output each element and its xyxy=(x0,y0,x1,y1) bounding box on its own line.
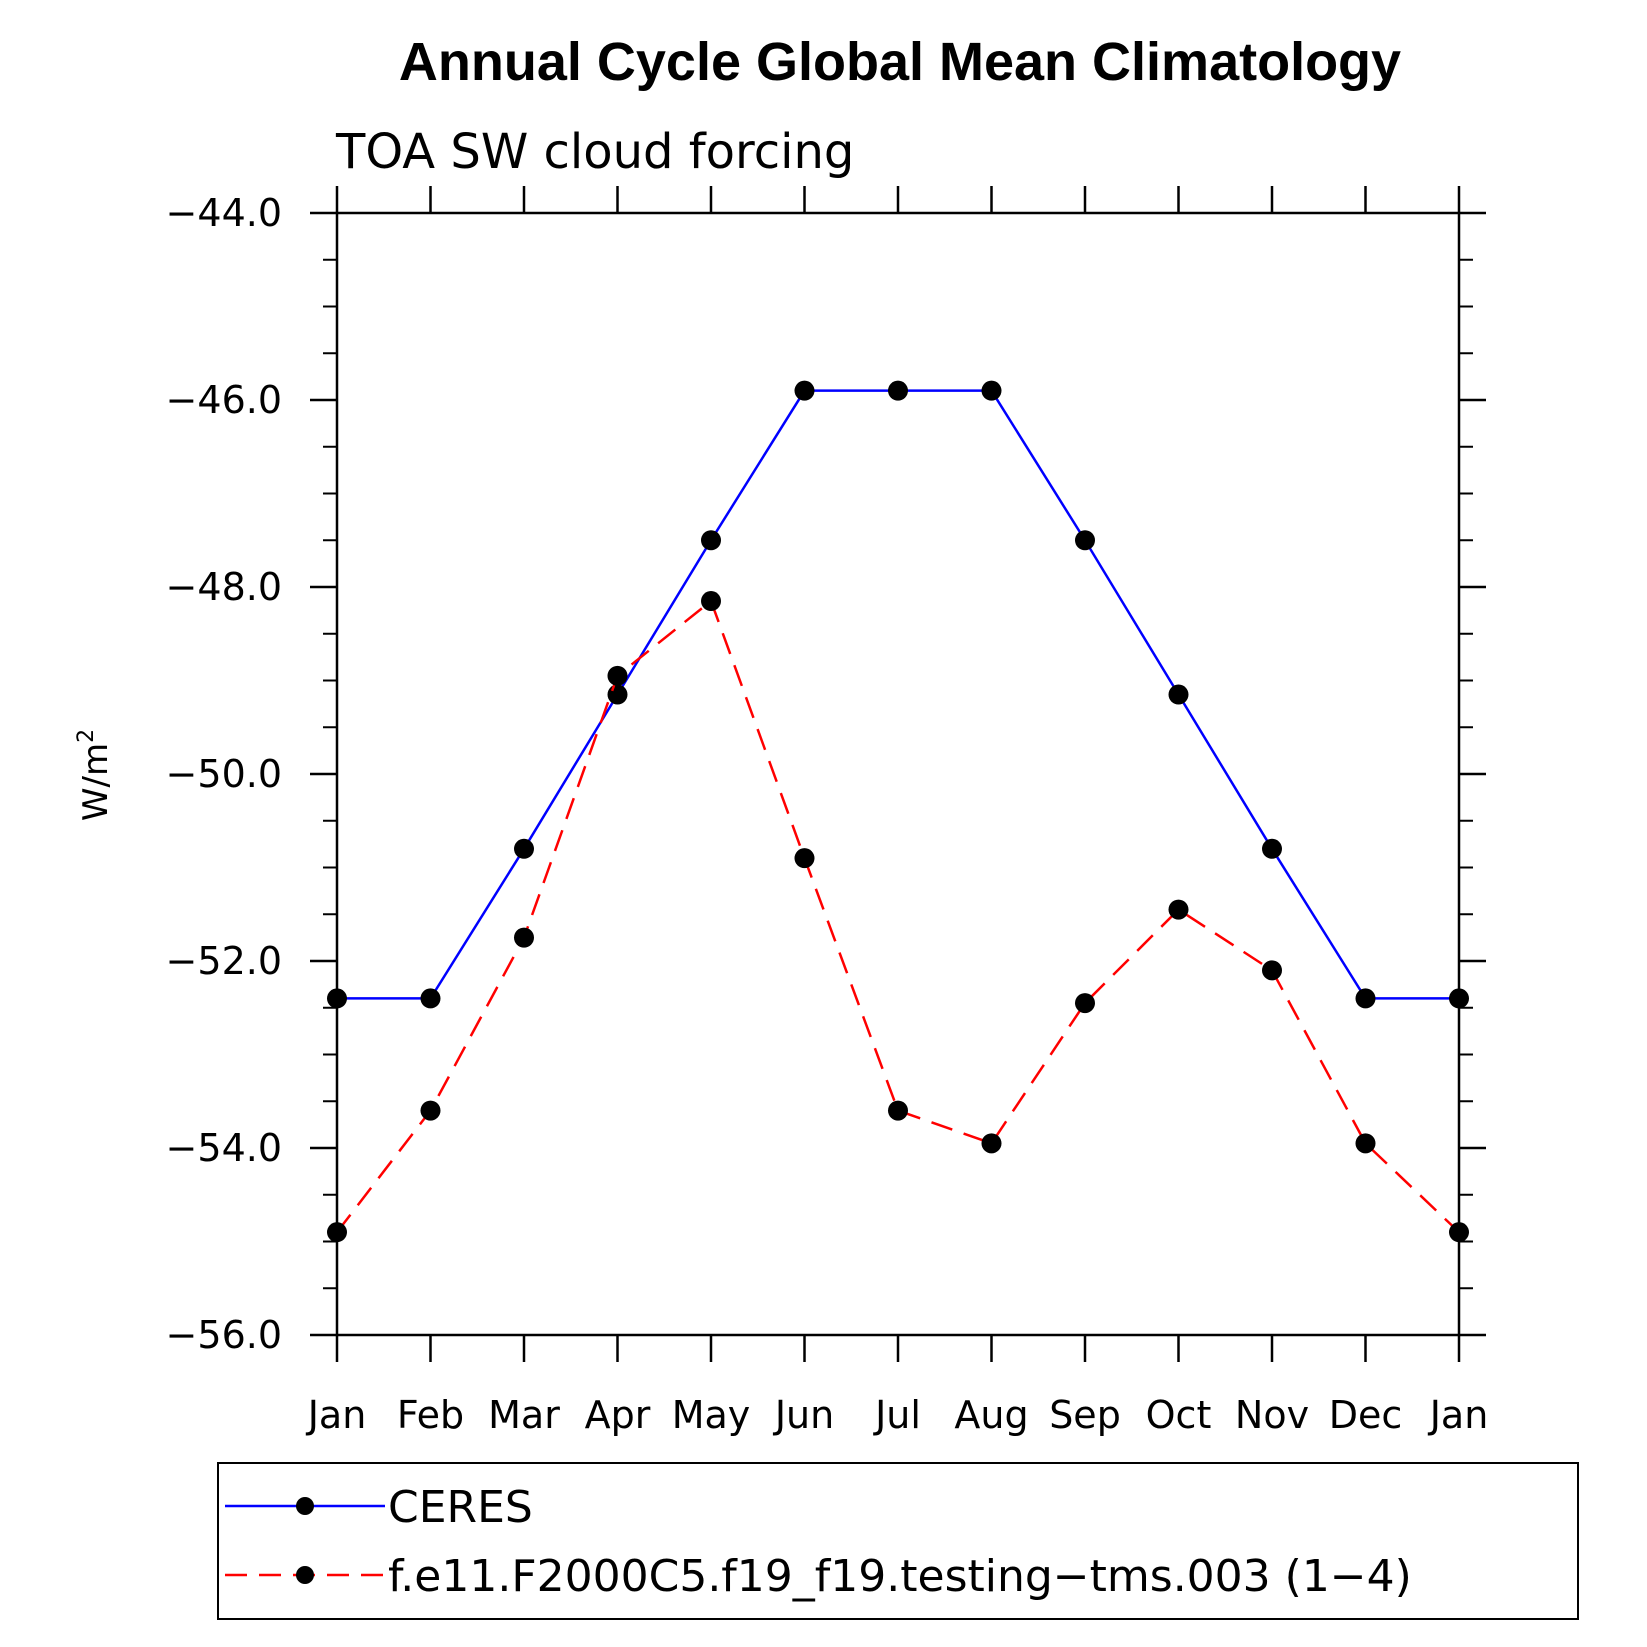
series-1-point xyxy=(420,1100,441,1121)
y-tick-label: −50.0 xyxy=(166,752,282,796)
series-0-point xyxy=(607,684,628,705)
series-line-1 xyxy=(336,598,1460,1234)
series-0-point xyxy=(420,988,441,1009)
chart-title: Annual Cycle Global Mean Climatology xyxy=(399,32,1401,92)
series-1-point xyxy=(981,1133,1002,1154)
series-1-point xyxy=(1075,993,1095,1014)
legend: CERES f.e11.F2000C5.f19_f19.testing−tms.… xyxy=(217,1462,1579,1620)
x-tick-label: Jan xyxy=(306,1393,367,1437)
axis-ticks xyxy=(310,186,1486,1362)
y-axis-label-exponent: 2 xyxy=(74,729,99,743)
x-tick-label: Mar xyxy=(488,1393,560,1437)
y-tick-labels: −44.0 −46.0 −48.0 −50.0 −52.0 −54.0 −56.0 xyxy=(166,191,282,1357)
series-0-point xyxy=(888,380,908,401)
y-axis-label-text: W/m xyxy=(76,743,116,821)
y-tick-label: −54.0 xyxy=(166,1126,282,1170)
legend-box xyxy=(217,1462,1579,1620)
y-tick-label: −46.0 xyxy=(166,378,282,422)
x-tick-label: Oct xyxy=(1146,1393,1212,1437)
y-tick-label: −52.0 xyxy=(166,939,282,983)
series-1-point xyxy=(888,1100,908,1121)
series-0-point xyxy=(701,530,721,551)
legend-marker-model xyxy=(296,1566,314,1584)
series-0-point xyxy=(514,838,534,859)
x-tick-label: Apr xyxy=(585,1393,651,1437)
series-1-point xyxy=(1355,1133,1376,1154)
series-1-point xyxy=(794,848,815,869)
x-tick-label: Sep xyxy=(1049,1393,1121,1437)
y-tick-label: −48.0 xyxy=(166,565,282,609)
series-layer xyxy=(327,380,1469,1243)
y-axis-label: W/m2 xyxy=(74,729,116,821)
series-1-point xyxy=(327,1222,347,1243)
legend-label-ceres: CERES xyxy=(388,1482,533,1533)
x-tick-label: Jun xyxy=(773,1393,834,1437)
series-0-point xyxy=(794,380,815,401)
series-1-point xyxy=(701,591,721,612)
x-tick-label: May xyxy=(672,1393,751,1437)
x-tick-label: Aug xyxy=(954,1393,1028,1437)
x-tick-label: Feb xyxy=(397,1393,464,1437)
x-tick-label: Jan xyxy=(1428,1393,1489,1437)
series-0-point xyxy=(1355,988,1376,1009)
series-0-point xyxy=(327,988,347,1009)
x-tick-label: Dec xyxy=(1329,1393,1403,1437)
x-tick-labels: Jan Feb Mar Apr May Jun Jul Aug Sep Oct Nov Dec Jan xyxy=(306,1393,1489,1437)
series-0-point xyxy=(1449,988,1469,1009)
x-tick-label: Nov xyxy=(1235,1393,1309,1437)
series-0-point xyxy=(1075,530,1095,551)
series-0-point xyxy=(1262,838,1282,859)
series-1-point xyxy=(1449,1222,1469,1243)
y-tick-label: −56.0 xyxy=(166,1313,282,1357)
legend-label-model: f.e11.F2000C5.f19_f19.testing−tms.003 (1… xyxy=(388,1551,1412,1602)
x-tick-label: Jul xyxy=(873,1393,921,1437)
series-1-point xyxy=(514,927,534,948)
series-0-point xyxy=(981,380,1002,401)
series-1-point xyxy=(607,665,628,686)
series-0-point xyxy=(1168,684,1189,705)
series-line-0 xyxy=(337,389,1459,1000)
legend-marker-ceres xyxy=(296,1497,314,1515)
series-1-point xyxy=(1168,899,1189,920)
series-1-point xyxy=(1262,960,1282,981)
y-tick-label: −44.0 xyxy=(166,191,282,235)
chart-subtitle: TOA SW cloud forcing xyxy=(335,124,854,180)
